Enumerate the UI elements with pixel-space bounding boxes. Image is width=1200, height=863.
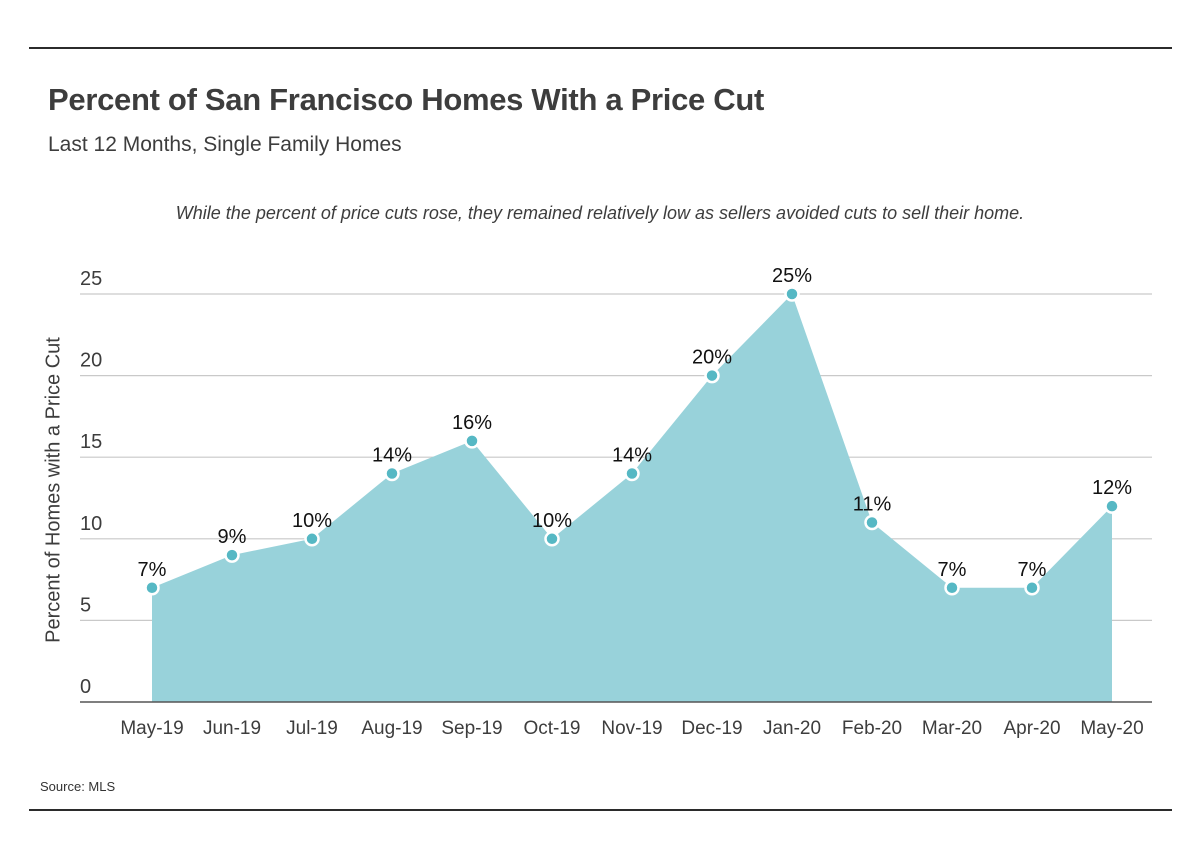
area-series [152,294,1112,702]
chart-title: Percent of San Francisco Homes With a Pr… [48,82,765,117]
data-point [1024,580,1040,596]
data-point [1104,498,1120,514]
data-label: 7% [938,559,967,581]
data-label: 16% [452,412,492,434]
data-point [864,514,880,531]
data-point [304,531,320,547]
x-tick-label: Feb-20 [842,718,902,739]
x-tick-label: Aug-19 [361,718,422,739]
data-label: 10% [292,510,332,532]
x-tick-label: Apr-20 [1003,718,1060,739]
x-tick-label: Jul-19 [286,718,338,739]
x-tick-label: May-19 [120,718,183,739]
data-point [544,531,560,547]
y-tick-label: 0 [80,676,91,698]
x-tick-label: Mar-20 [922,718,982,739]
data-point [784,286,800,302]
x-tick-label: Jun-19 [203,718,261,739]
chart-annotation: While the percent of price cuts rose, th… [175,203,1025,223]
y-tick-label: 10 [80,513,102,535]
chart-subtitle: Last 12 Months, Single Family Homes [48,133,402,156]
data-point [624,465,640,482]
data-point [144,580,160,596]
data-label: 14% [612,445,652,467]
x-tick-label: Nov-19 [601,718,662,739]
top-rule [29,47,1172,49]
data-label: 11% [853,493,892,515]
data-point [464,433,480,449]
x-tick-label: Sep-19 [441,718,502,739]
data-point [704,367,720,384]
x-tick-label: Oct-19 [523,718,580,739]
x-tick-label: Dec-19 [681,718,742,739]
data-label: 9% [218,526,247,548]
data-label: 20% [692,347,732,369]
source-note: Source: MLS [40,779,116,794]
data-label: 7% [138,559,167,581]
data-point [944,580,960,596]
data-label: 10% [532,510,572,532]
y-tick-label: 15 [80,431,102,453]
y-tick-label: 5 [80,594,91,616]
y-tick-label: 25 [80,268,102,290]
data-label: 14% [372,445,412,467]
x-tick-label: Jan-20 [763,718,821,739]
x-tick-label: May-20 [1080,718,1143,739]
bottom-rule [29,809,1172,811]
data-label: 7% [1018,559,1047,581]
data-label: 25% [772,265,812,287]
data-point [224,547,240,563]
y-tick-label: 20 [80,350,102,372]
data-label: 12% [1092,477,1132,499]
data-point [384,465,400,482]
